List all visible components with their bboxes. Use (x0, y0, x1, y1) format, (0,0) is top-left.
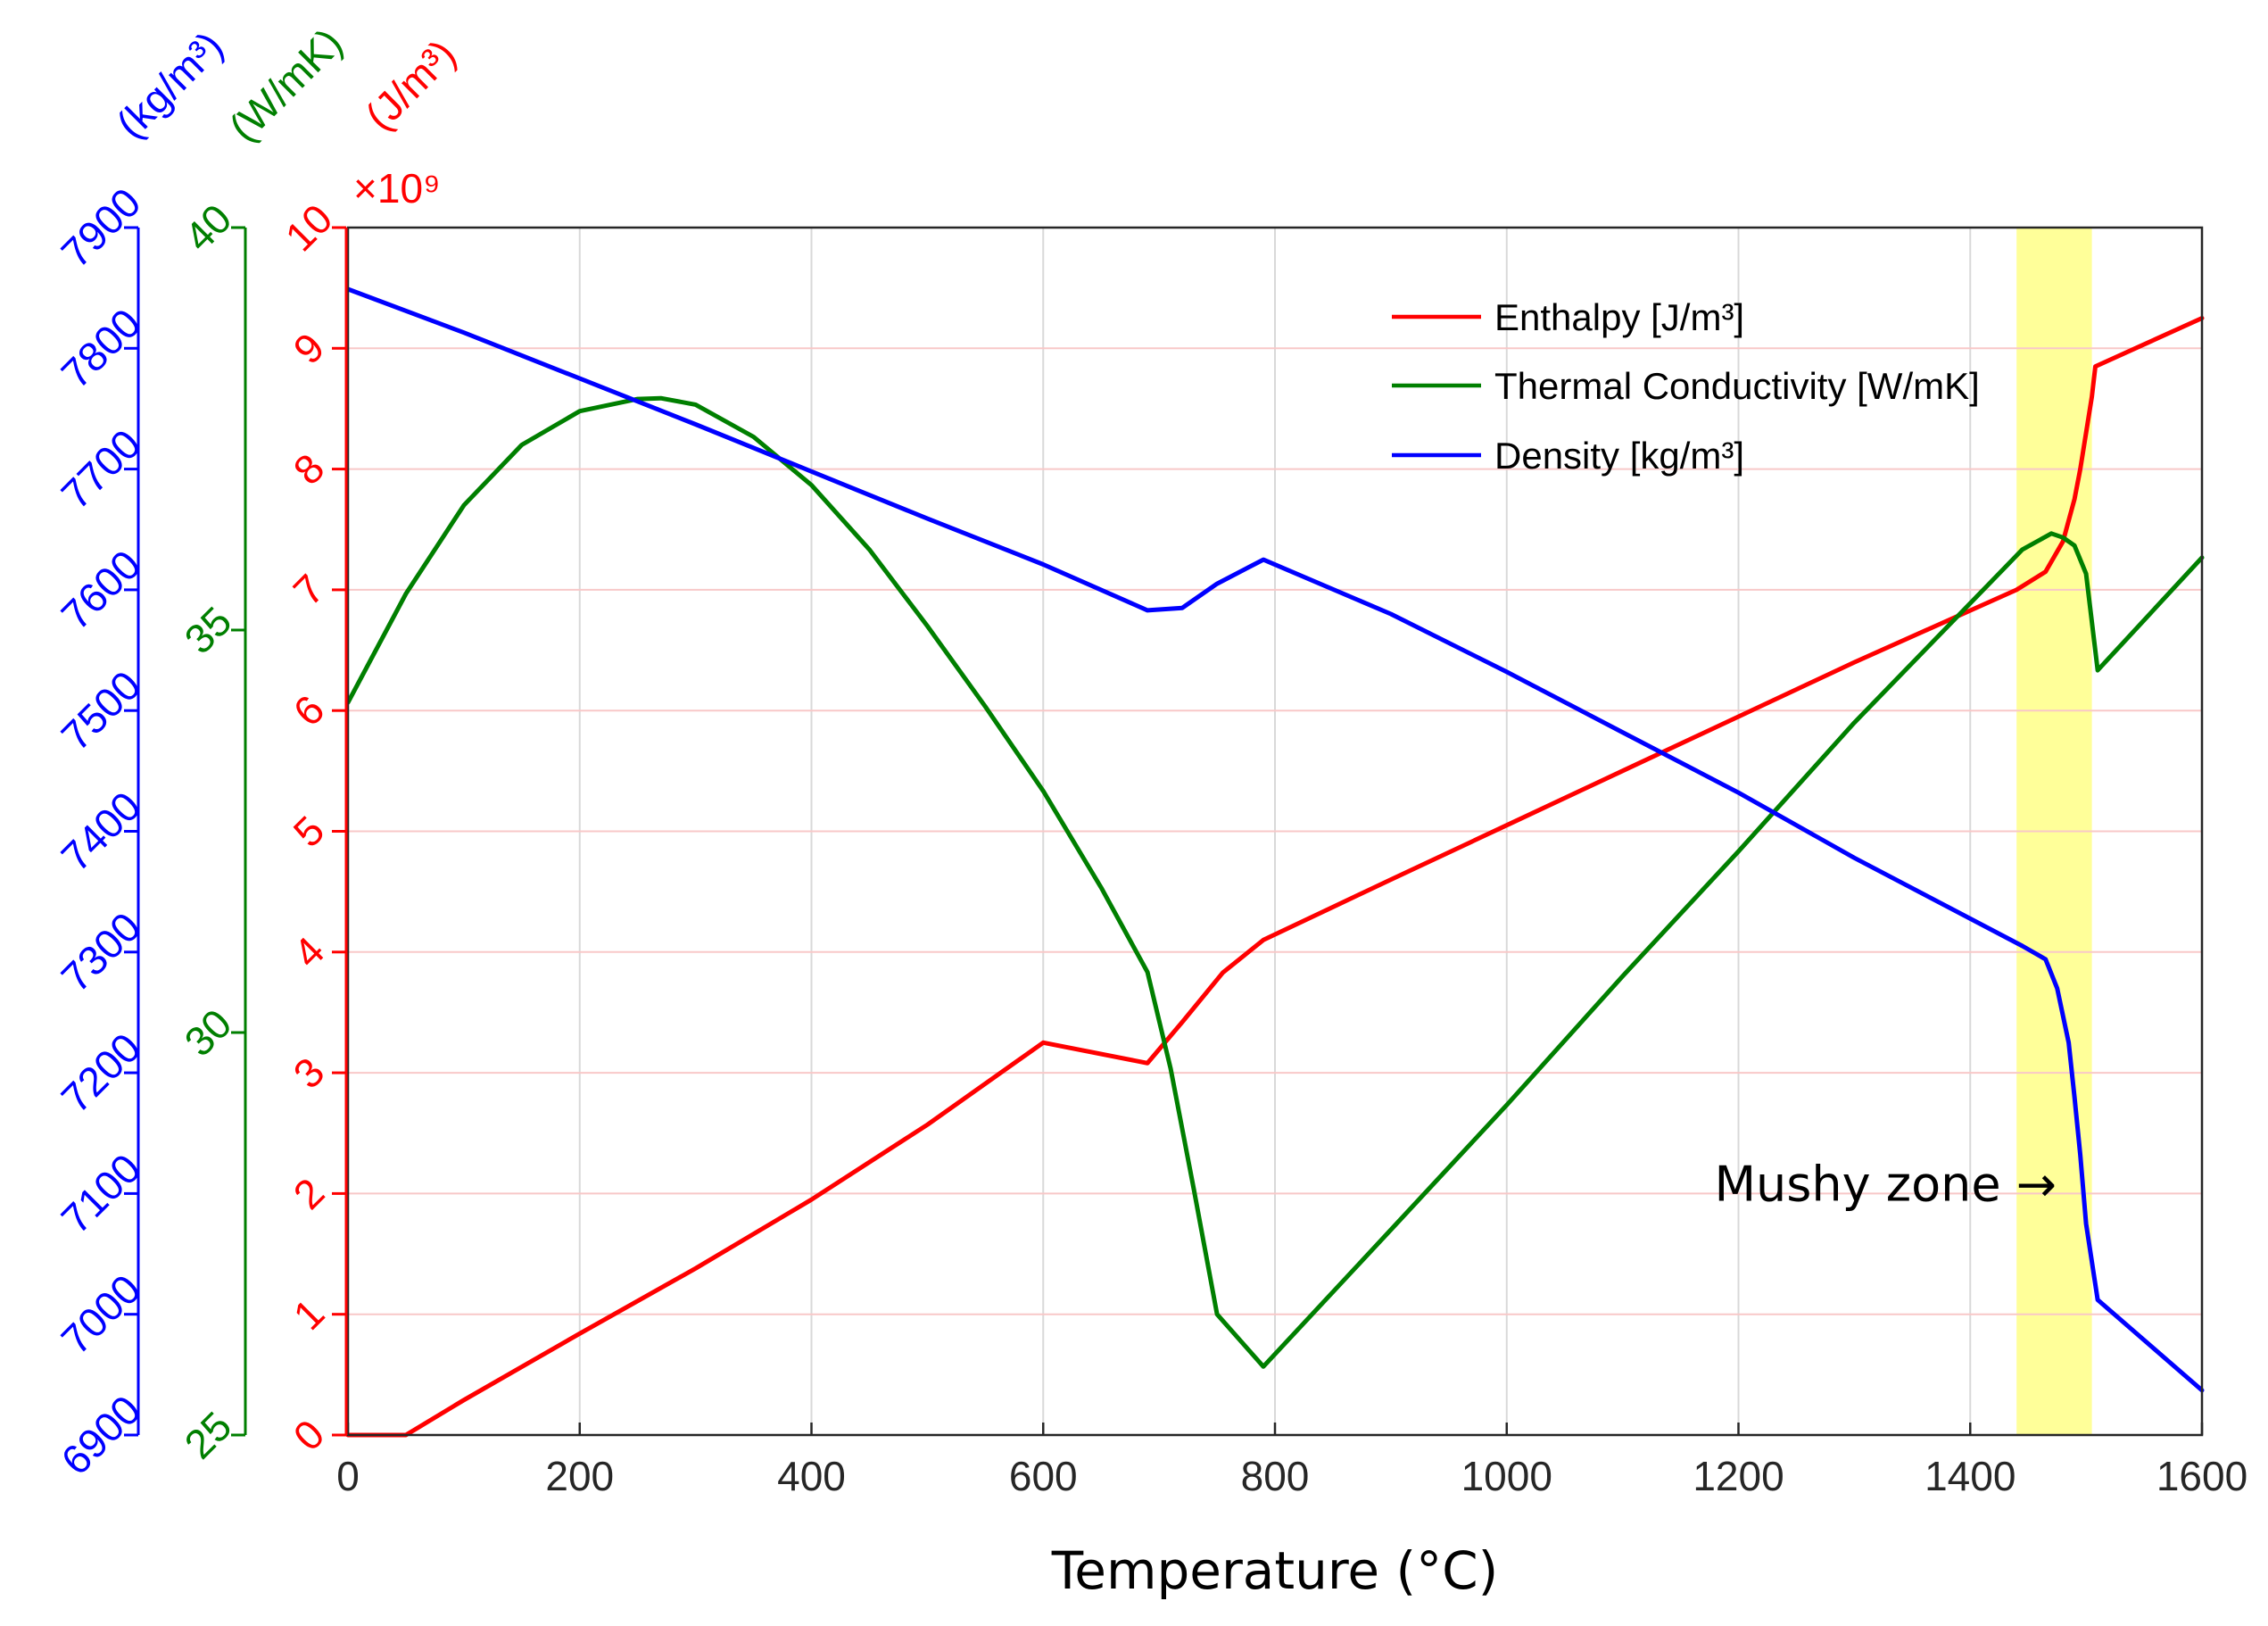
x-tick-label: 1000 (1461, 1453, 1552, 1499)
x-tick-label: 1400 (1924, 1453, 2016, 1499)
series-lines (345, 286, 2205, 1438)
x-tick-label: 800 (1241, 1453, 1310, 1499)
mushy-zone-label: Mushy zone → (1714, 1156, 2057, 1212)
x-tick-label: 1600 (2156, 1453, 2247, 1499)
x-tick-label: 600 (1009, 1453, 1078, 1499)
x-tick-label: 200 (545, 1453, 614, 1499)
x-axis-label: Temperature (°C) (1051, 1540, 1499, 1601)
x-tick-label: 1200 (1693, 1453, 1784, 1499)
series-line-conductivity (345, 395, 2205, 1369)
legend: Enthalpy [J/m³] Thermal Conductivity [W/… (1392, 296, 1980, 477)
legend-label-enthalpy: Enthalpy [J/m³] (1494, 296, 1744, 338)
series-line-density (345, 286, 2205, 1393)
mushy-zone-annotation: Mushy zone → (1714, 1156, 2057, 1212)
x-axis: 0 200 400 600 800 1000 1200 1400 1600 (336, 1423, 2247, 1499)
grid (348, 228, 2202, 1435)
y-exponent-label-enthalpy: ×10⁹ (353, 165, 441, 212)
x-tick-label: 0 (336, 1453, 360, 1499)
x-tick-label: 400 (777, 1453, 846, 1499)
legend-label-density: Density [kg/m³] (1494, 435, 1744, 477)
series-line-enthalpy (345, 316, 2205, 1438)
legend-label-conductivity: Thermal Conductivity [W/mK] (1494, 365, 1980, 407)
